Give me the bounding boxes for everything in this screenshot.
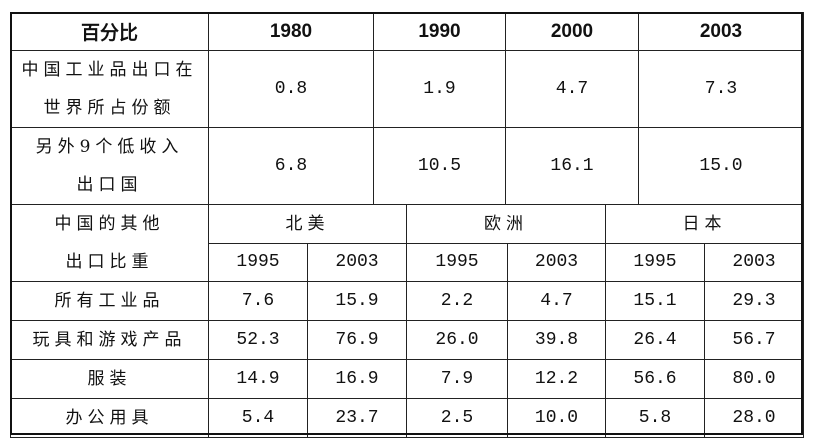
cell: 7.6 [208,280,308,321]
row-label: 办公用具 [10,397,209,438]
year: 1995 [406,242,508,282]
row-label: 玩具和游戏产品 [10,319,209,360]
cell: 28.0 [704,397,804,438]
cell: 56.6 [605,358,705,399]
table-row: 办公用具 5.4 23.7 2.5 10.0 5.8 28.0 [10,397,804,438]
cell: 15.1 [605,280,705,321]
cell: 2.2 [406,280,508,321]
row-label: 服装 [10,358,209,399]
header-percent: 百分比 [10,12,209,51]
table-row: 另外9个低收入 出口国 6.8 10.5 16.1 15.0 [10,127,804,205]
header-year: 1980 [208,12,374,51]
year: 2003 [704,242,804,282]
row-label: 另外9个低收入 出口国 [10,127,209,205]
cell: 23.7 [307,397,407,438]
cell: 76.9 [307,319,407,360]
cell: 16.9 [307,358,407,399]
year: 2003 [507,242,606,282]
table-row: 中国工业品出口在 世界所占份额 0.8 1.9 4.7 7.3 [10,50,804,128]
cell: 12.2 [507,358,606,399]
cell: 7.3 [638,50,804,128]
year: 1995 [605,242,705,282]
header-year: 1990 [373,12,506,51]
cell: 39.8 [507,319,606,360]
cell: 10.5 [373,127,506,205]
header-year: 2003 [638,12,804,51]
cell: 16.1 [505,127,639,205]
year: 1995 [208,242,308,282]
lower-table: 中国的其他 出口比重 北美 欧洲 日本 1995 2003 1995 2003 1… [10,203,804,438]
export-share-table: 百分比 1980 1990 2000 2003 中国工业品出口在 世界所占份额 0… [10,12,804,438]
cell: 5.4 [208,397,308,438]
cell: 4.7 [507,280,606,321]
year-row: 1995 2003 1995 2003 1995 2003 [11,242,804,282]
region-row: 中国的其他 出口比重 北美 欧洲 日本 [10,203,804,282]
region-japan: 日本 [605,203,804,244]
cell: 10.0 [507,397,606,438]
cell: 52.3 [208,319,308,360]
cell: 56.7 [704,319,804,360]
row-label: 中国的其他 出口比重 [10,203,209,282]
header-year: 2000 [505,12,639,51]
region-europe: 欧洲 [406,203,606,244]
year: 2003 [307,242,407,282]
region-north-america: 北美 [208,203,407,244]
cell: 14.9 [208,358,308,399]
cell: 2.5 [406,397,508,438]
table-row: 所有工业品 7.6 15.9 2.2 4.7 15.1 29.3 [10,280,804,321]
cell: 15.0 [638,127,804,205]
cell: 26.0 [406,319,508,360]
cell: 26.4 [605,319,705,360]
cell: 7.9 [406,358,508,399]
cell: 6.8 [208,127,374,205]
cell: 15.9 [307,280,407,321]
header-row: 百分比 1980 1990 2000 2003 [10,12,804,51]
table-row: 玩具和游戏产品 52.3 76.9 26.0 39.8 26.4 56.7 [10,319,804,360]
cell: 1.9 [373,50,506,128]
cell: 4.7 [505,50,639,128]
upper-table: 百分比 1980 1990 2000 2003 中国工业品出口在 世界所占份额 0… [10,12,804,205]
row-label: 所有工业品 [10,280,209,321]
cell: 80.0 [704,358,804,399]
cell: 5.8 [605,397,705,438]
cell: 0.8 [208,50,374,128]
row-label: 中国工业品出口在 世界所占份额 [10,50,209,128]
table-row: 服装 14.9 16.9 7.9 12.2 56.6 80.0 [10,358,804,399]
cell: 29.3 [704,280,804,321]
